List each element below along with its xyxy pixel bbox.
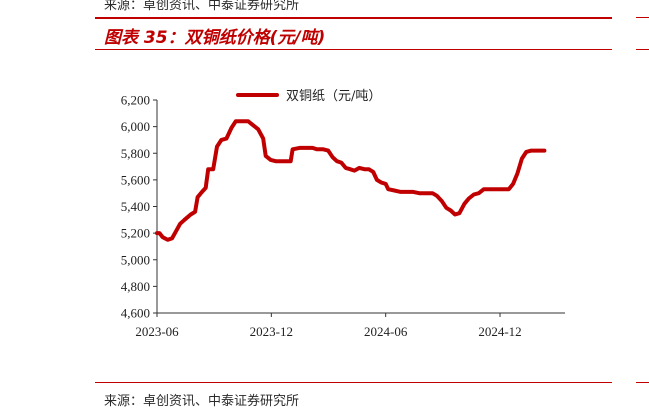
- x-tick-label: 2024-12: [478, 324, 521, 339]
- x-tick-label: 2023-06: [135, 324, 179, 339]
- y-tick-label: 6,200: [121, 93, 150, 108]
- y-tick-label: 5,800: [121, 146, 150, 161]
- y-tick-label: 5,600: [121, 172, 150, 187]
- footer-rule: [95, 382, 612, 383]
- y-tick-label: 4,600: [121, 306, 150, 321]
- y-tick-label: 5,400: [121, 199, 150, 214]
- series-line-0: [155, 119, 547, 242]
- chart-title: 图表 35：双铜纸价格(元/吨): [104, 28, 326, 48]
- legend-label: 双铜纸（元/吨）: [286, 89, 381, 104]
- edge-mark-mid: [636, 49, 649, 50]
- y-tick-label: 5,000: [121, 252, 150, 267]
- edge-mark-top: [636, 17, 649, 18]
- bottom-source-note: 来源：卓创资讯、中泰证券研究所: [104, 394, 300, 409]
- y-tick-label: 4,800: [121, 279, 150, 294]
- y-tick-label: 6,000: [121, 119, 150, 134]
- x-tick-label: 2024-06: [364, 324, 408, 339]
- y-axis-ticks: 4,600 4,800 5,000 5,200 5,400 5,600 5,800 6,000…: [121, 93, 157, 321]
- series-group: [155, 119, 547, 242]
- edge-mark-bottom: [636, 382, 649, 383]
- header-rule: [95, 17, 612, 19]
- y-tick-label: 5,200: [121, 226, 150, 241]
- top-source-note: 来源：卓创资讯、中泰证券研究所: [104, 0, 300, 13]
- legend: 双铜纸（元/吨）: [236, 89, 381, 104]
- chart-axes: [156, 100, 565, 314]
- x-axis-ticks: 2023-06 2023-12 2024-06 2024-12: [135, 313, 522, 339]
- x-tick-label: 2023-12: [250, 324, 293, 339]
- title-underline: [95, 49, 612, 50]
